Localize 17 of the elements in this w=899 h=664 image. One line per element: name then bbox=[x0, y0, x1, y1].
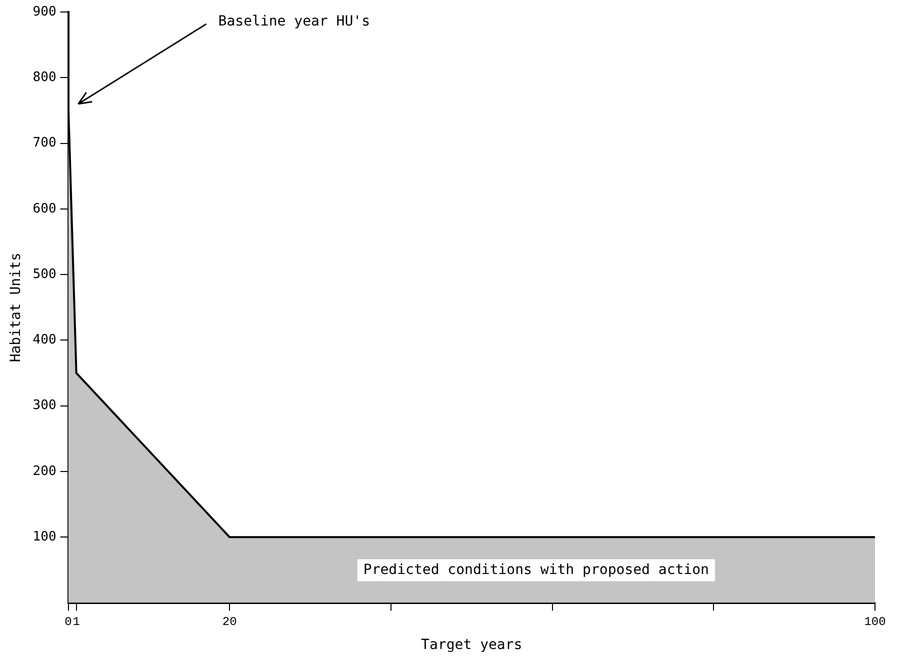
y-tick-label: 500 bbox=[32, 266, 56, 282]
annotation: Baseline year HU's bbox=[218, 14, 370, 30]
x-tick-label: 0 bbox=[64, 615, 72, 630]
y-tick-label: 600 bbox=[32, 201, 56, 216]
annotation: Predicted conditions with proposed action bbox=[363, 562, 709, 578]
y-axis-title: Habitat Units bbox=[8, 252, 24, 362]
x-tick-label: 20 bbox=[222, 615, 237, 630]
x-axis-title: Target years bbox=[421, 637, 522, 654]
y-tick-label: 900 bbox=[32, 4, 56, 20]
y-tick-label: 300 bbox=[32, 398, 56, 414]
x-tick-label: 1 bbox=[72, 615, 80, 630]
y-tick-label: 400 bbox=[32, 332, 56, 348]
y-tick-label: 700 bbox=[32, 136, 56, 151]
y-tick-label: 800 bbox=[32, 70, 56, 86]
y-tick-label: 100 bbox=[32, 530, 56, 545]
y-tick-label: 200 bbox=[32, 464, 56, 479]
x-tick-label: 100 bbox=[864, 615, 886, 630]
